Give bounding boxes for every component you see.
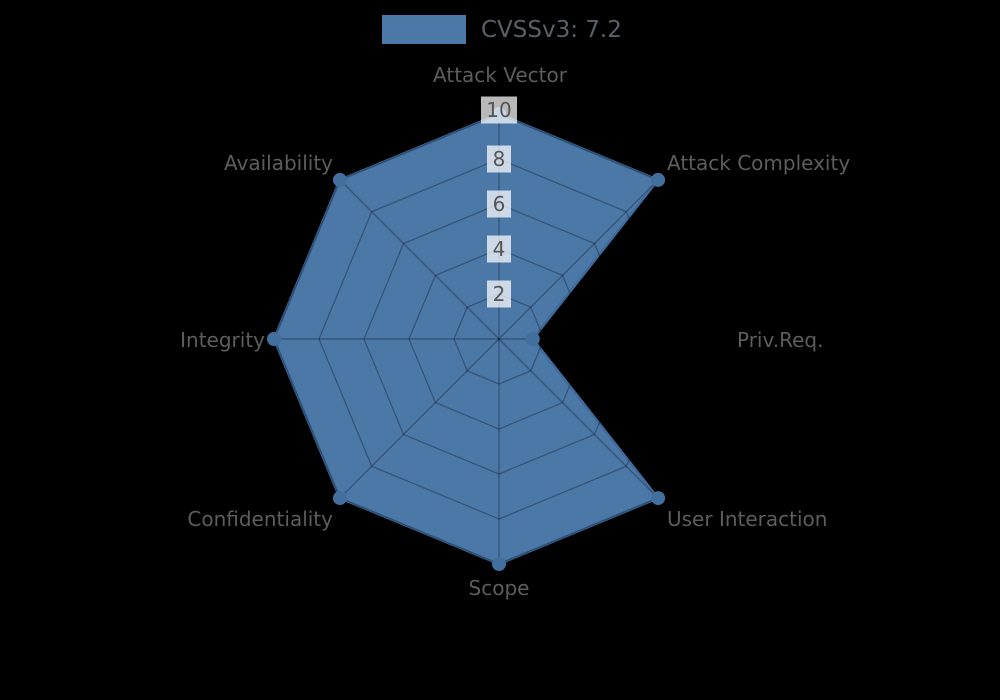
vertex-marker bbox=[332, 491, 347, 506]
grid-spoke bbox=[498, 338, 659, 499]
tick-label: 10 bbox=[486, 98, 511, 122]
axis-label-scope: Scope bbox=[469, 576, 530, 600]
tick-label: 2 bbox=[493, 282, 506, 306]
grid-spoke bbox=[498, 179, 659, 340]
grid-ring bbox=[453, 293, 545, 385]
vertex-marker bbox=[651, 172, 666, 187]
radar-tick-labels-layer: 2 4 6 8 10 bbox=[481, 96, 517, 308]
legend-label: CVSSv3: 7.2 bbox=[481, 16, 622, 43]
tick-label: 4 bbox=[493, 237, 506, 261]
vertex-marker bbox=[651, 491, 666, 506]
grid-spoke bbox=[339, 179, 500, 340]
tick-label-box bbox=[487, 280, 511, 308]
axis-label-integrity: Integrity bbox=[180, 328, 265, 352]
grid-ring bbox=[363, 203, 635, 475]
axis-label-confidentiality: Confidentiality bbox=[187, 507, 333, 531]
legend: CVSSv3: 7.2 bbox=[382, 15, 622, 44]
tick-label-box bbox=[487, 145, 511, 173]
grid-ring bbox=[318, 158, 680, 520]
grid-spoke bbox=[339, 338, 500, 499]
grid-ring bbox=[408, 248, 590, 430]
axis-label-priv-req: Priv.Req. bbox=[737, 328, 823, 352]
tick-label: 8 bbox=[493, 147, 506, 171]
vertex-marker bbox=[332, 172, 347, 187]
axis-label-user-interaction: User Interaction bbox=[667, 507, 827, 531]
vertex-marker bbox=[525, 332, 540, 346]
tick-label-box bbox=[481, 96, 517, 124]
legend-swatch bbox=[382, 15, 466, 44]
radar-axis-labels-layer: Attack Vector Attack Complexity Priv.Req. U… bbox=[180, 63, 850, 600]
tick-label-box bbox=[487, 190, 511, 218]
axis-label-attack-complexity: Attack Complexity bbox=[667, 151, 850, 175]
vertex-marker bbox=[267, 332, 281, 346]
axis-label-attack-vector: Attack Vector bbox=[433, 63, 568, 87]
radar-grid-layer bbox=[273, 113, 725, 565]
tick-label: 6 bbox=[493, 192, 506, 216]
axis-label-availability: Availability bbox=[224, 151, 333, 175]
vertex-marker bbox=[492, 557, 506, 571]
tick-label-box bbox=[487, 235, 511, 263]
